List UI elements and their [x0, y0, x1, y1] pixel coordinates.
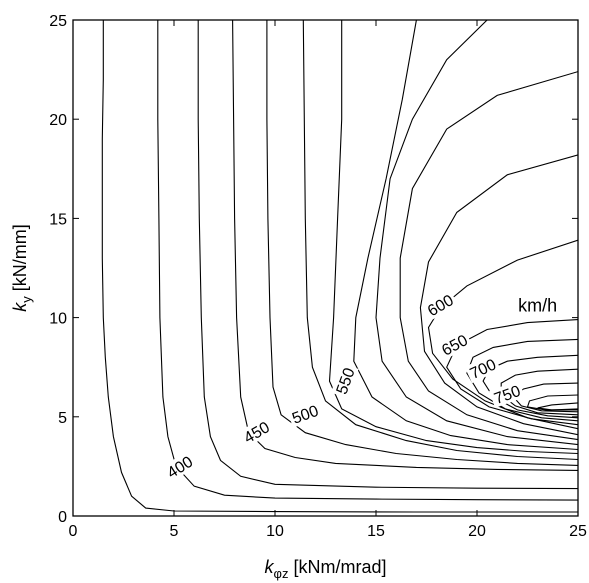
contour-line-unlabeled-10 — [419, 154, 578, 436]
contour-line-unlabeled-2 — [197, 20, 578, 490]
contour-line-unlabeled-9 — [399, 71, 578, 441]
x-tick-label: 5 — [170, 523, 179, 540]
contour-label-400: 400 — [161, 450, 198, 483]
contour-line-unlabeled-7 — [353, 20, 578, 451]
contour-line-700 — [482, 354, 578, 419]
y-tick-label: 5 — [58, 410, 67, 427]
x-tick-label: 10 — [266, 523, 284, 540]
contour-line-unlabeled-8 — [375, 20, 578, 446]
contour-line-400 — [101, 20, 578, 513]
contour-line-750 — [526, 394, 578, 411]
contour-line-unlabeled-5 — [302, 20, 578, 461]
contour-line-650 — [446, 319, 578, 426]
plot-frame — [72, 19, 579, 517]
contour-line-550 — [328, 20, 578, 455]
y-tick-label: 25 — [49, 13, 67, 30]
contour-lines — [101, 20, 578, 513]
x-tick-label: 25 — [569, 523, 587, 540]
contour-line-unlabeled-18 — [537, 402, 578, 411]
x-tick-label: 20 — [468, 523, 486, 540]
contour-label-550: 550 — [330, 362, 359, 399]
contour-line-500 — [266, 20, 578, 466]
contour-label-450: 450 — [238, 416, 275, 448]
y-tick-label: 20 — [49, 112, 67, 129]
x-axis-title: kφz [kNm/mrad] — [265, 557, 387, 581]
contour-label-650: 650 — [436, 329, 473, 360]
y-tick-label: 10 — [49, 311, 67, 328]
y-tick-label: 15 — [49, 211, 67, 228]
x-tick-label: 0 — [69, 523, 78, 540]
y-tick-label: 0 — [58, 509, 67, 526]
contour-label-text: 750 — [492, 383, 523, 408]
contour-line-unlabeled-13 — [466, 338, 578, 422]
y-axis-title: ky [kN/mm] — [10, 224, 34, 312]
contour-label-700: 700 — [464, 353, 501, 384]
svg-text:ky [kN/mm]: ky [kN/mm] — [10, 224, 34, 312]
x-tick-label: 15 — [367, 523, 385, 540]
contour-line-450 — [232, 20, 578, 471]
contour-label-text: 500 — [290, 403, 321, 428]
contour-label-text: 550 — [334, 366, 359, 397]
contour-label-500: 500 — [287, 399, 323, 428]
contour-label-600: 600 — [421, 289, 459, 321]
unit-annotation: km/h — [518, 296, 557, 316]
